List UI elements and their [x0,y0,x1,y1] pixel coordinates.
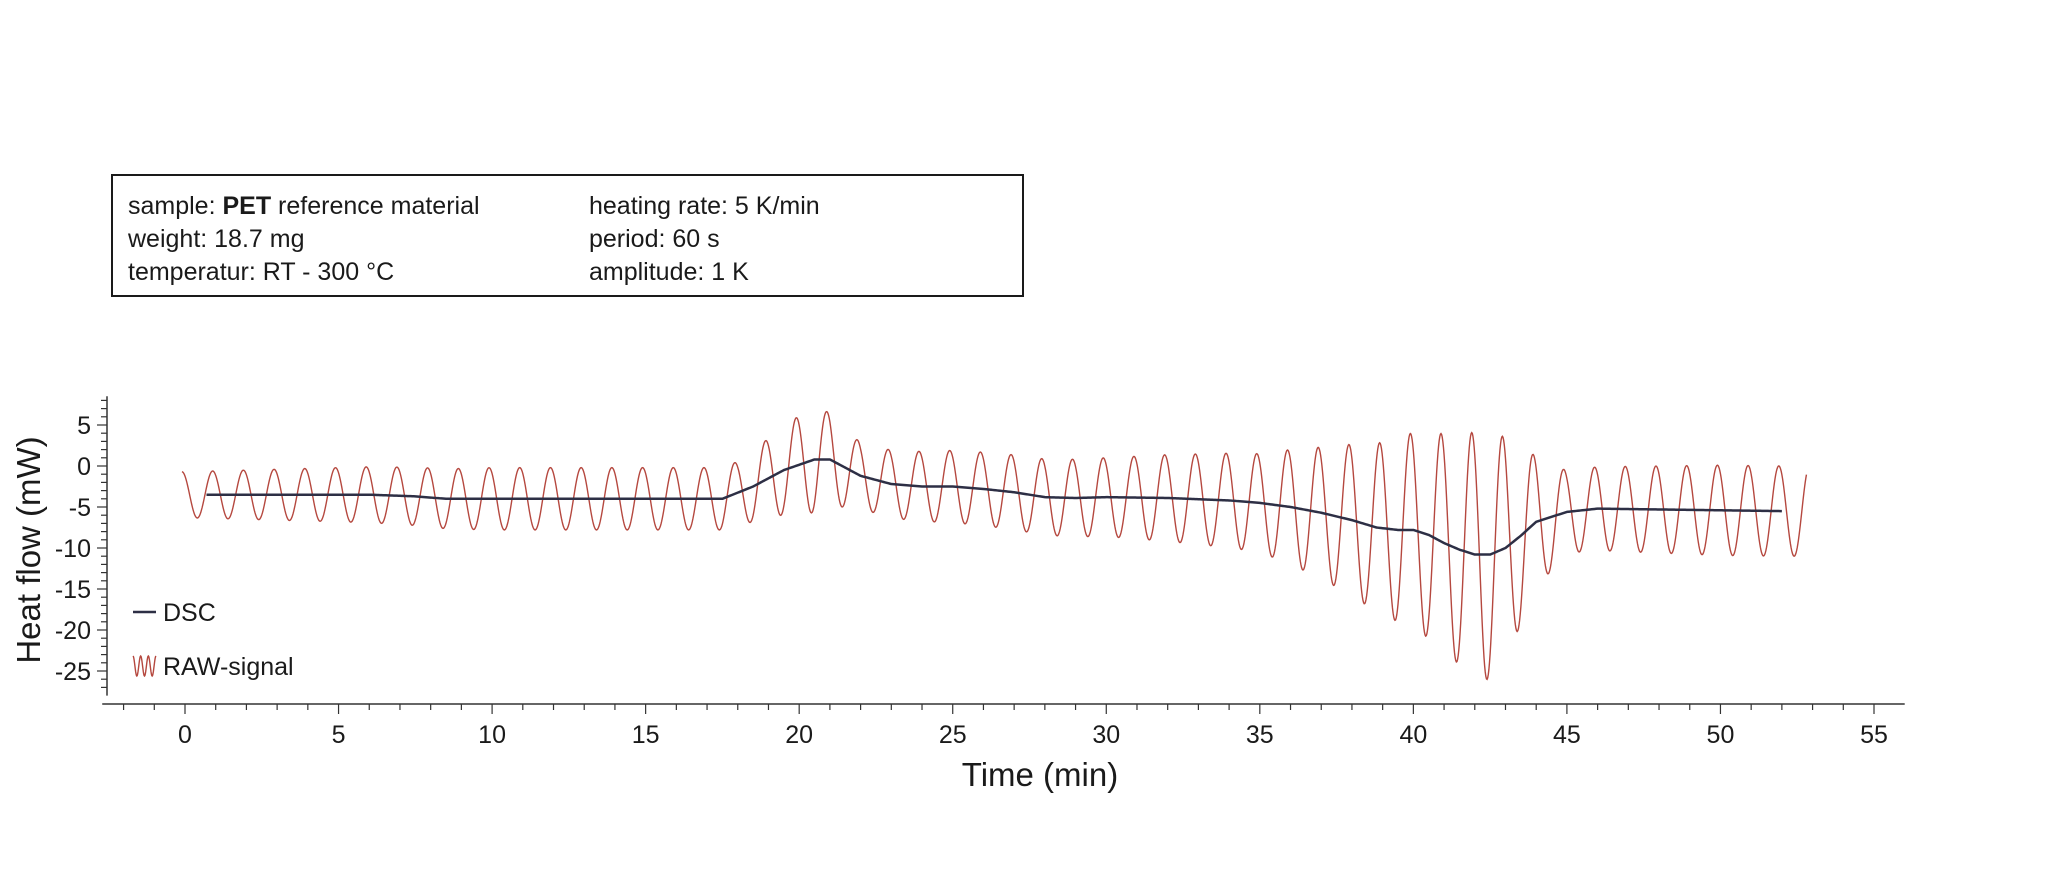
y-tick-label: -25 [55,658,91,686]
chart-series [181,410,1808,681]
y-axis-label: Heat flow (mW) [10,436,47,663]
legend-raw-label: RAW-signal [163,653,294,681]
info-column-right: heating rate: 5 K/min period: 60 s ampli… [589,190,820,289]
info-box: sample: PET reference material weight: 1… [111,174,1024,297]
x-tick-label: 55 [1860,721,1888,749]
y-tick-label: -15 [55,576,91,604]
info-weight: weight: 18.7 mg [128,225,305,253]
x-tick-label: 20 [785,721,813,749]
x-tick-label: 50 [1707,721,1735,749]
x-tick-label: 35 [1246,721,1274,749]
info-sample-name: PET [222,192,272,220]
x-tick-label: 45 [1553,721,1581,749]
chart-legend: DSC RAW-signal [132,599,294,681]
x-tick-label: 15 [632,721,660,749]
dsc-line [206,458,1782,556]
info-sample-prefix: sample: [128,192,223,220]
legend-dsc-label: DSC [163,599,216,627]
x-tick-label: 40 [1399,721,1427,749]
y-tick-label: 5 [77,412,91,440]
y-tick-label: 0 [77,453,91,481]
raw-signal-line [181,410,1808,681]
info-column-left: sample: PET reference material weight: 1… [128,190,480,289]
y-tick-label: -20 [55,617,91,645]
x-tick-label: 30 [1092,721,1120,749]
info-temperature: temperatur: RT - 300 °C [128,258,395,286]
x-tick-label: 10 [478,721,506,749]
info-period: period: 60 s [589,225,720,253]
info-amplitude: amplitude: 1 K [589,258,749,286]
info-sample: sample: PET reference material [128,190,480,223]
y-tick-label: -10 [55,535,91,563]
info-heating-rate: heating rate: 5 K/min [589,192,820,220]
y-tick-label: -5 [69,494,91,522]
x-axis-label: Time (min) [962,756,1118,793]
legend-raw-swatch [132,654,157,678]
x-tick-label: 25 [939,721,967,749]
x-tick-label: 0 [178,721,192,749]
info-sample-suffix: reference material [271,192,480,220]
x-tick-label: 5 [332,721,346,749]
